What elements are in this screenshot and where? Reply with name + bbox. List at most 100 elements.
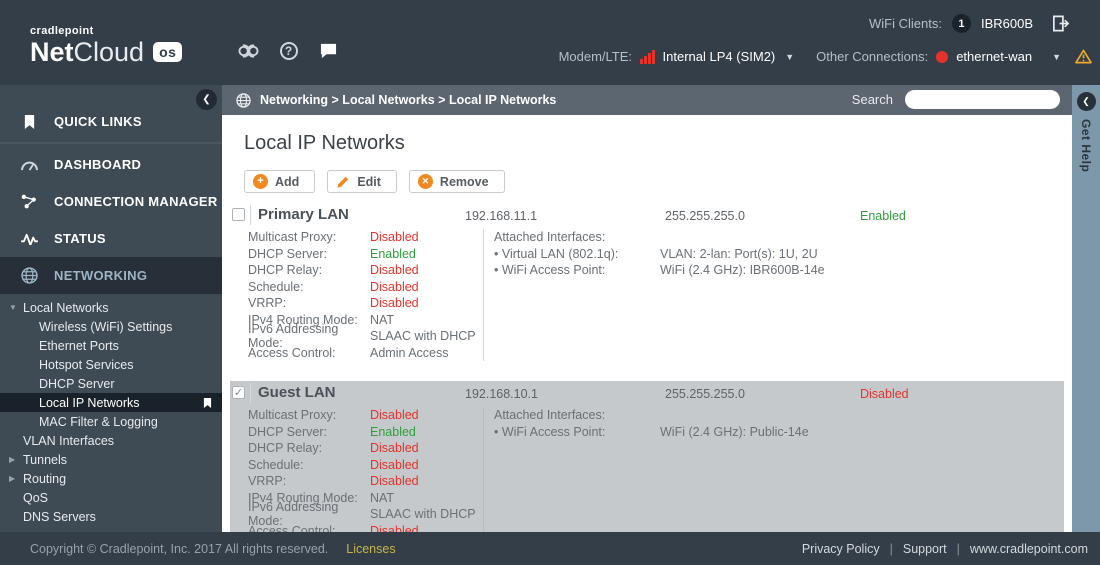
prop-value: Disabled [370, 263, 419, 278]
attached-value: VLAN: 2-lan: Port(s): 1U, 2U [660, 246, 818, 261]
brand-net: Net [30, 37, 74, 67]
breadcrumb: Networking > Local Networks > Local IP N… [260, 93, 557, 107]
chevron-right-icon: ▶ [9, 474, 16, 483]
attached-value: WiFi (2.4 GHz): IBR600B-14e [660, 263, 825, 278]
copyright-text: Copyright © Cradlepoint, Inc. 2017 All r… [30, 541, 329, 556]
modem-connection-value: Internal LP4 (SIM2) [662, 49, 776, 64]
gauge-icon [18, 158, 40, 171]
cradlepoint-site-link[interactable]: www.cradlepoint.com [969, 541, 1088, 556]
other-connections-label: Other Connections: [816, 49, 929, 64]
nodes-icon [18, 194, 40, 209]
toolbar: + Add Edit ✕ Remove [244, 170, 1072, 193]
pulse-icon [18, 232, 40, 245]
edit-icon [336, 175, 350, 189]
netcloud-logo: cradlepoint Net Cloud os [30, 25, 183, 67]
connections-dropdown-caret-icon[interactable]: ▼ [1052, 51, 1061, 62]
network-checkbox[interactable]: ✓ [232, 386, 245, 399]
remove-icon: ✕ [417, 174, 433, 189]
network-netmask: 255.255.255.0 [665, 387, 745, 401]
prop-value: Disabled [370, 296, 419, 311]
globe-icon [18, 267, 40, 284]
modem-dropdown-caret-icon[interactable]: ▼ [785, 51, 795, 62]
network-name: Guest LAN [258, 384, 336, 401]
prop-value: Disabled [370, 474, 419, 489]
chevron-down-icon: ▼ [9, 303, 17, 312]
subnav-routing[interactable]: ▶ Routing [9, 471, 67, 486]
selected-row-highlight [230, 381, 1064, 549]
footer-bar: Copyright © Cradlepoint, Inc. 2017 All r… [0, 532, 1100, 565]
subnav-dhcp-server[interactable]: DHCP Server [39, 376, 115, 391]
prop-value: SLAAC with DHCP [370, 507, 476, 522]
subnav-local-networks[interactable]: ▼ Local Networks [9, 300, 109, 315]
globe-icon [236, 92, 251, 108]
prop-value: Disabled [370, 457, 419, 472]
get-help-tab[interactable]: ❮ Get Help [1072, 85, 1100, 532]
network-row-primary-lan[interactable]: Primary LAN 192.168.11.1 255.255.255.0 E… [222, 203, 1072, 371]
subnav-ethernet-ports[interactable]: Ethernet Ports [39, 338, 119, 353]
prop-value: Enabled [370, 246, 416, 261]
footer-separator: | [889, 541, 893, 556]
feedback-chat-icon[interactable] [318, 40, 339, 61]
prop-value: Disabled [370, 408, 419, 423]
sidebar-divider [0, 142, 222, 144]
attached-interfaces-title: Attached Interfaces: [494, 230, 606, 245]
main-content: Local IP Networks + Add Edit ✕ Remove Pr… [222, 115, 1072, 549]
add-button[interactable]: + Add [244, 170, 316, 193]
sidebar-item-dashboard[interactable]: DASHBOARD [0, 146, 222, 183]
cradlepoint-wordmark: cradlepoint [30, 25, 94, 37]
bookmark-icon [203, 396, 212, 414]
prop-value: NAT [370, 490, 395, 505]
subnav-dns-servers[interactable]: DNS Servers [23, 509, 96, 524]
network-ip: 192.168.11.1 [465, 209, 538, 223]
network-checkbox[interactable] [232, 208, 245, 221]
network-ip: 192.168.10.1 [465, 387, 538, 401]
subnav-wireless-wifi-settings[interactable]: Wireless (WiFi) Settings [39, 319, 173, 334]
subnav-tunnels[interactable]: ▶ Tunnels [9, 452, 68, 467]
attached-interfaces-title: Attached Interfaces: [494, 408, 606, 423]
prop-value: Enabled [370, 424, 416, 439]
network-netmask: 255.255.255.0 [665, 209, 745, 223]
help-icon[interactable]: ? [278, 40, 299, 61]
privacy-policy-link[interactable]: Privacy Policy [801, 541, 880, 556]
licenses-link[interactable]: Licenses [346, 541, 396, 556]
add-icon: + [253, 174, 268, 189]
search-input[interactable] [905, 90, 1060, 109]
remove-button[interactable]: ✕ Remove [408, 170, 505, 193]
subnav-hotspot-services[interactable]: Hotspot Services [39, 357, 134, 372]
edit-button[interactable]: Edit [327, 170, 397, 193]
other-connection-value: ethernet-wan [956, 49, 1033, 64]
checkbox-separator [250, 383, 251, 403]
netcloud-link-icon[interactable] [238, 40, 259, 61]
prop-value: Disabled [370, 279, 419, 294]
page-title: Local IP Networks [244, 132, 405, 154]
logout-icon[interactable] [1051, 14, 1070, 33]
support-link[interactable]: Support [902, 541, 947, 556]
attached-value: WiFi (2.4 GHz): Public-14e [660, 424, 809, 439]
signal-bars-icon [640, 49, 655, 64]
sidebar-item-networking[interactable]: NETWORKING [0, 257, 222, 294]
footer-separator: | [956, 541, 960, 556]
sidebar-collapse-button[interactable]: ❮ [196, 89, 217, 110]
network-row-guest-lan[interactable]: ✓ Guest LAN 192.168.10.1 255.255.255.0 D… [222, 381, 1072, 549]
device-name: IBR600B [980, 16, 1033, 31]
warning-icon[interactable] [1075, 49, 1092, 64]
network-status: Disabled [860, 387, 909, 401]
network-name: Primary LAN [258, 206, 349, 223]
search-label: Search [851, 92, 893, 107]
sidebar-item-status[interactable]: STATUS [0, 220, 222, 257]
prop-value: NAT [370, 312, 395, 327]
network-status: Enabled [860, 209, 906, 223]
sidebar-item-connection-manager[interactable]: CONNECTION MANAGER [0, 183, 222, 220]
prop-value: Disabled [370, 441, 419, 456]
subnav-vlan-interfaces[interactable]: VLAN Interfaces [23, 433, 115, 448]
subnav-qos[interactable]: QoS [23, 490, 49, 505]
os-badge: os [153, 42, 183, 62]
wifi-clients-count-badge[interactable]: 1 [951, 14, 971, 33]
breadcrumb-bar: Networking > Local Networks > Local IP N… [222, 85, 1072, 115]
subnav-mac-filter-logging[interactable]: MAC Filter & Logging [39, 414, 158, 429]
checkbox-separator [250, 205, 251, 225]
prop-value: SLAAC with DHCP [370, 329, 476, 344]
sidebar-item-quick-links[interactable]: QUICK LINKS [0, 103, 222, 140]
top-header: cradlepoint Net Cloud os ? WiFi Clients:… [0, 0, 1100, 85]
subnav-local-ip-networks[interactable]: Local IP Networks [0, 393, 222, 412]
